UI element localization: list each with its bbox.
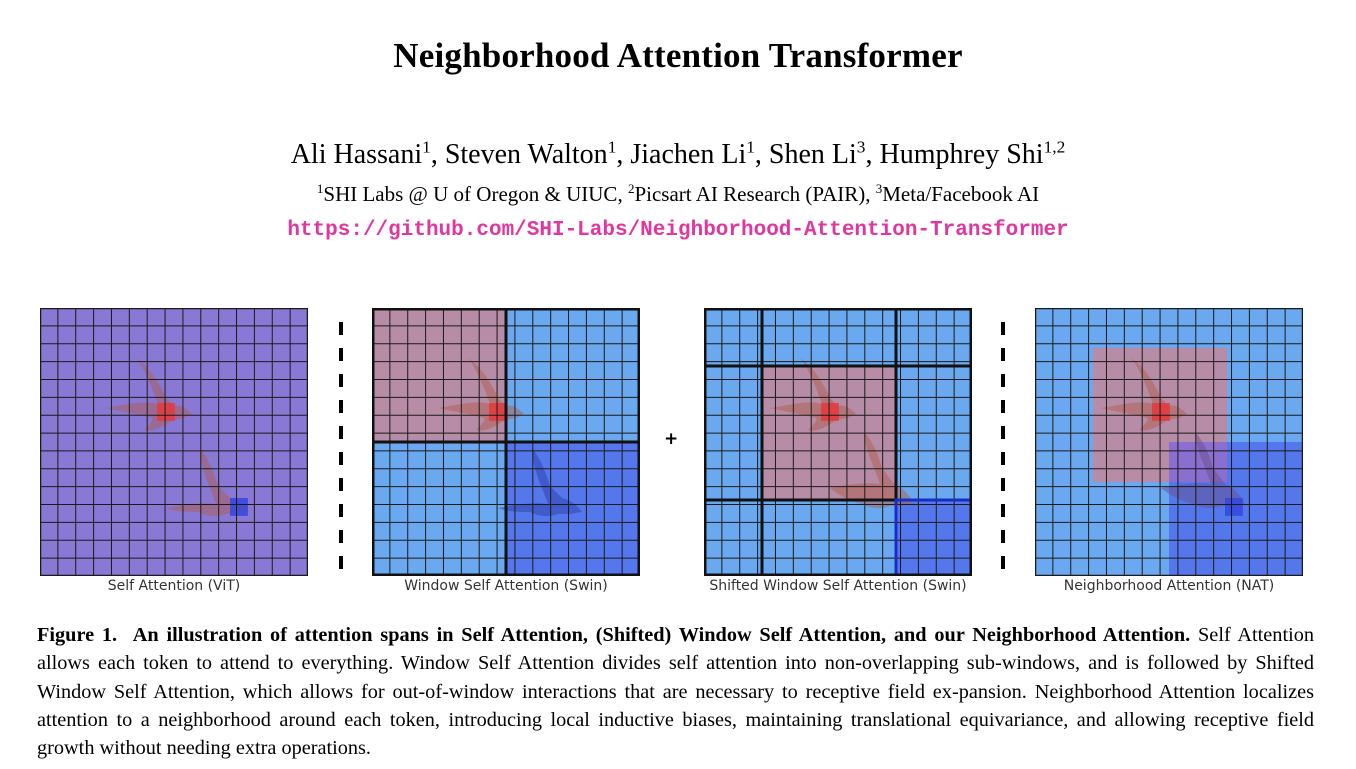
panel-border xyxy=(704,308,972,576)
figure-caption: Figure 1. An illustration of attention s… xyxy=(37,621,1314,762)
paper-title: Neighborhood Attention Transformer xyxy=(393,36,963,75)
attention-region-purple xyxy=(40,308,308,576)
query-token-blue xyxy=(1225,498,1243,516)
caption-bold-text: An illustration of attention spans in Se… xyxy=(132,624,1191,646)
query-token-red xyxy=(821,403,839,421)
window-top-left xyxy=(372,308,506,442)
affiliation: 3Meta/Facebook AI xyxy=(875,180,1040,206)
caption-label: Figure 1. xyxy=(37,624,118,646)
panel-self-attention xyxy=(40,308,308,576)
author-list: Ali Hassani1, Steven Walton1, Jiachen Li… xyxy=(0,137,1356,171)
panel-label-swin: Window Self Attention (Swin) xyxy=(404,578,608,594)
panel-label-shifted-swin: Shifted Window Self Attention (Swin) xyxy=(709,578,967,594)
token-grid xyxy=(1035,308,1303,576)
window-divider xyxy=(760,364,898,502)
window-bottom-right xyxy=(506,442,640,576)
caption-body: Self Attention allows each token to atte… xyxy=(37,624,1314,760)
shifted-window-grid xyxy=(704,308,972,576)
shifted-window-corner xyxy=(896,500,972,576)
panel-border xyxy=(40,308,308,576)
neighborhood-attention-grid xyxy=(1035,308,1303,576)
author: Steven Walton1, xyxy=(444,137,631,170)
query-token-red xyxy=(157,403,175,421)
dashed-separator xyxy=(339,322,343,570)
github-link[interactable]: https://github.com/SHI-Labs/Neighborhood… xyxy=(287,219,1069,242)
panel-label-nat: Neighborhood Attention (NAT) xyxy=(1063,578,1275,594)
author: Jiachen Li1, xyxy=(630,137,769,170)
token-grid xyxy=(704,308,972,576)
plus-sign: + xyxy=(664,429,679,449)
panel-border xyxy=(1035,308,1303,576)
query-token-red xyxy=(1152,403,1170,421)
neighborhood-overlap xyxy=(1169,442,1227,482)
panel-border xyxy=(372,308,640,576)
author: Ali Hassani1, xyxy=(290,137,445,170)
affiliation-list: 1SHI Labs @ U of Oregon & UIUC, 2Picsart… xyxy=(0,182,1356,207)
author: Shen Li3, xyxy=(768,137,880,170)
self-attention-grid xyxy=(40,308,308,576)
panel-shifted-window-attention xyxy=(704,308,972,576)
affiliation: 2Picsart AI Research (PAIR), xyxy=(627,180,876,206)
window-attention-grid xyxy=(372,308,640,576)
panel-window-attention xyxy=(372,308,640,576)
token-grid xyxy=(40,308,308,576)
query-token-blue xyxy=(230,498,248,516)
query-token-red xyxy=(489,403,507,421)
panel-neighborhood-attention xyxy=(1035,308,1303,576)
author: Humphrey Shi1,2 xyxy=(879,137,1066,170)
affiliation: 1SHI Labs @ U of Oregon & UIUC, xyxy=(316,180,628,206)
panel-label-vit: Self Attention (ViT) xyxy=(107,578,241,594)
dashed-separator xyxy=(1001,322,1005,570)
